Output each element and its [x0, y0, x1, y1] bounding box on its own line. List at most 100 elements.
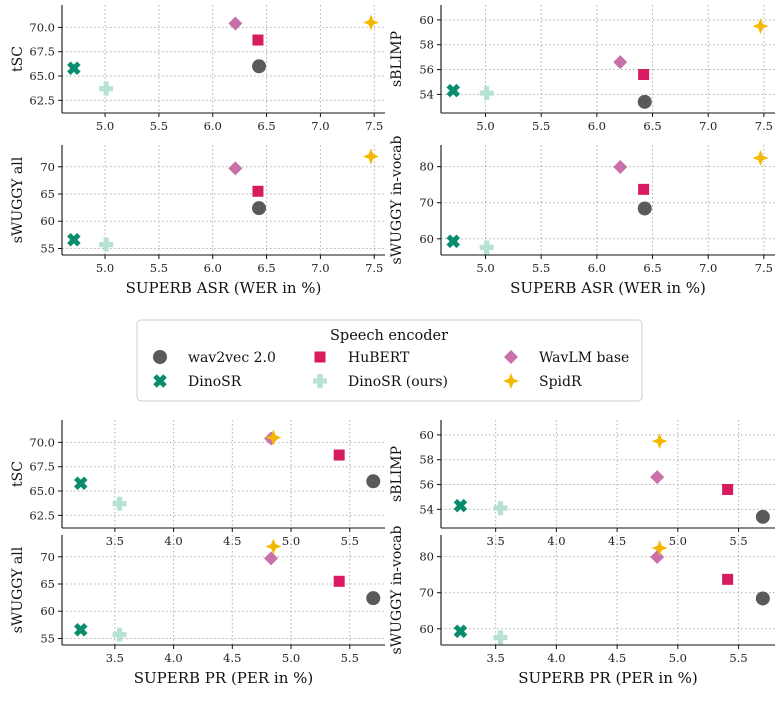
legend-label: SpidR	[539, 374, 582, 390]
x-axis-label: SUPERB PR (PER in %)	[134, 669, 314, 687]
legend-item-wav2vec-2-0: wav2vec 2.0	[153, 350, 276, 366]
y-tick-label: 54	[419, 87, 434, 101]
y-axis-label: sBLIMP	[389, 31, 405, 87]
point-wavlm-base	[613, 160, 628, 174]
x-axis-label: SUPERB ASR (WER in %)	[510, 279, 706, 297]
x-axis-label: SUPERB PR (PER in %)	[518, 669, 698, 687]
y-tick-label: 58	[419, 38, 434, 52]
y-tick-label: 67.5	[29, 45, 55, 59]
x-tick-label: 7.0	[311, 261, 329, 275]
legend-label: DinoSR	[188, 374, 242, 390]
y-tick-label: 65.0	[29, 69, 55, 83]
x-tick-label: 5.0	[282, 534, 300, 548]
y-axis-label: sWUGGY all	[10, 546, 26, 633]
x-tick-label: 6.0	[588, 119, 606, 133]
y-tick-label: 56	[419, 478, 434, 492]
x-tick-label: 6.5	[257, 261, 275, 275]
point-wav2vec-2-0	[755, 509, 770, 524]
y-tick-label: 70	[40, 550, 55, 564]
point-hubert	[333, 575, 345, 587]
point-dinosr-ours	[479, 240, 494, 255]
point-dinosr	[446, 234, 461, 249]
y-tick-label: 54	[419, 502, 434, 516]
point-spidr	[363, 14, 379, 31]
point-wav2vec-2-0	[252, 201, 267, 216]
x-tick-label: 3.5	[487, 651, 505, 665]
x-tick-label: 5.5	[532, 119, 550, 133]
x-tick-label: 5.5	[341, 534, 359, 548]
x-tick-label: 5.5	[729, 651, 747, 665]
x-tick-label: 3.5	[106, 651, 124, 665]
point-dinosr-ours	[112, 627, 127, 642]
y-tick-label: 62.5	[29, 93, 55, 107]
x-tick-label: 4.5	[223, 534, 241, 548]
y-tick-label: 56	[419, 63, 434, 77]
y-tick-label: 60	[419, 428, 434, 442]
legend-item-hubert: HuBERT	[314, 350, 410, 366]
x-tick-label: 4.5	[608, 534, 626, 548]
point-spidr	[752, 149, 769, 166]
panel-asr-swuggy_all: 5.0 5.5 6.0 6.5 7.0 7.5 55 60 65 70 sWUGGY all SUPE…	[10, 145, 385, 297]
x-tick-label: 6.0	[588, 261, 606, 275]
legend-label: WavLM base	[539, 350, 629, 366]
x-tick-label: 5.5	[150, 119, 168, 133]
x-tick-label: 5.0	[476, 261, 494, 275]
point-wavlm-base	[650, 470, 665, 485]
x-tick-label: 5.5	[532, 261, 550, 275]
point-wav2vec-2-0	[252, 59, 267, 74]
x-tick-label: 4.0	[547, 534, 565, 548]
legend-label: wav2vec 2.0	[188, 350, 276, 366]
point-wav2vec-2-0	[366, 591, 381, 606]
point-dinosr	[67, 232, 81, 247]
point-hubert	[722, 484, 734, 496]
x-tick-label: 5.0	[96, 261, 114, 275]
y-tick-label: 65	[40, 577, 55, 591]
point-wav2vec-2-0	[637, 94, 652, 109]
point-hubert	[638, 69, 650, 81]
legend-label: DinoSR (ours)	[348, 374, 448, 390]
y-tick-label: 60	[40, 214, 55, 228]
point-spidr	[363, 148, 379, 165]
point-hubert	[252, 185, 264, 197]
point-dinosr	[74, 476, 88, 491]
legend-item-spidr: SpidR	[503, 373, 582, 390]
x-tick-label: 7.5	[755, 119, 773, 133]
x-tick-label: 5.0	[669, 534, 687, 548]
x-tick-label: 5.0	[669, 651, 687, 665]
y-tick-label: 65.0	[29, 484, 55, 498]
y-tick-label: 55	[40, 631, 55, 645]
legend-marker-spidr	[503, 373, 519, 389]
legend-label: HuBERT	[348, 350, 410, 366]
x-tick-label: 3.5	[106, 534, 124, 548]
panel-asr-swuggy_iv: 5.0 5.5 6.0 6.5 7.0 7.5 60 70 80 sWUGGY in-vocab S…	[389, 136, 775, 297]
y-tick-label: 62.5	[29, 508, 55, 522]
y-tick-label: 60	[40, 604, 55, 618]
y-tick-label: 60	[419, 232, 434, 246]
y-tick-label: 65	[40, 187, 55, 201]
x-tick-label: 5.0	[96, 119, 114, 133]
x-tick-label: 6.5	[257, 119, 275, 133]
y-axis-label: sWUGGY in-vocab	[389, 526, 405, 655]
x-tick-label: 5.5	[150, 261, 168, 275]
y-axis-label: sWUGGY all	[10, 156, 26, 243]
y-tick-label: 70	[419, 586, 434, 600]
x-tick-label: 5.0	[282, 651, 300, 665]
x-tick-label: 7.0	[699, 119, 717, 133]
x-tick-label: 5.5	[729, 534, 747, 548]
y-tick-label: 80	[419, 160, 434, 174]
y-tick-label: 67.5	[29, 460, 55, 474]
x-tick-label: 4.0	[164, 534, 182, 548]
legend: Speech encoder wav2vec 2.0 HuBERT WavLM bas…	[136, 319, 643, 402]
point-dinosr	[453, 498, 468, 513]
x-axis-label: SUPERB ASR (WER in %)	[126, 279, 322, 297]
y-tick-label: 55	[40, 241, 55, 255]
point-wavlm-base	[650, 550, 665, 564]
x-tick-label: 5.5	[341, 651, 359, 665]
point-hubert	[252, 34, 264, 46]
x-tick-label: 6.0	[204, 261, 222, 275]
y-tick-label: 60	[419, 622, 434, 636]
y-axis-label: sBLIMP	[389, 446, 405, 502]
